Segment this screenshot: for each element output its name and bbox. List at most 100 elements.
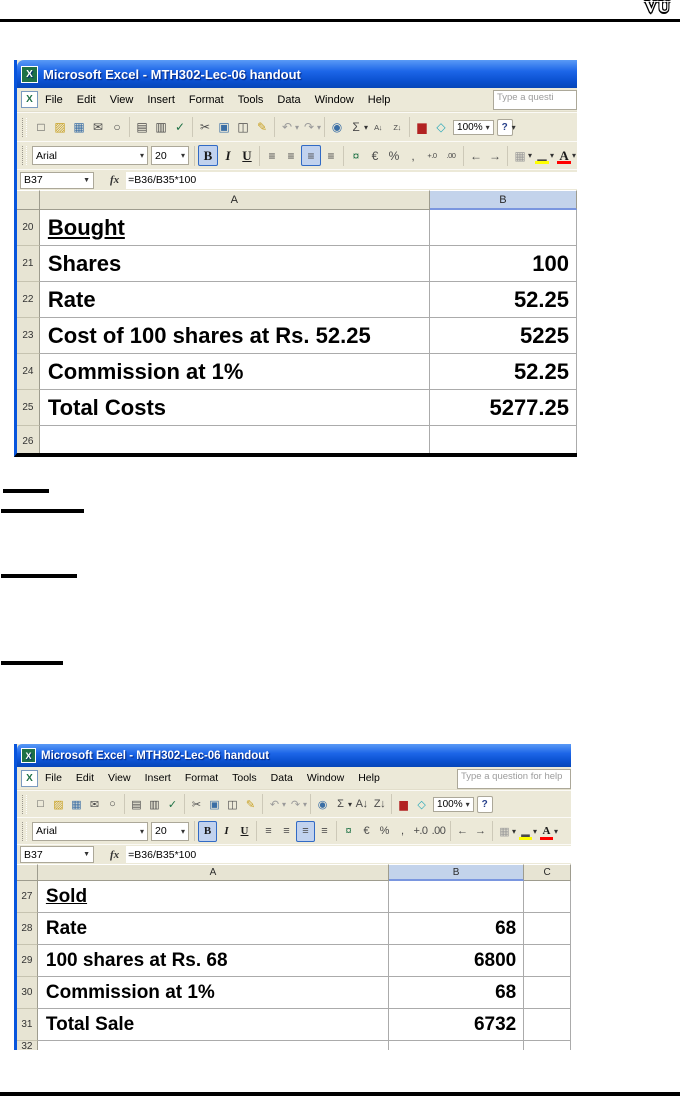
search-icon[interactable]: ○ <box>109 798 116 810</box>
merge-center-icon[interactable]: ≡ <box>321 825 328 837</box>
insert-function-icon[interactable]: fx <box>110 848 120 861</box>
font-name-dropdown-icon[interactable]: ▾ <box>139 151 144 160</box>
cell-b21[interactable]: 100 <box>429 246 577 282</box>
fill-color-icon[interactable]: ▂ <box>533 146 551 165</box>
row-header[interactable]: 21 <box>17 246 40 282</box>
hyperlink-icon[interactable]: ◉ <box>317 798 328 811</box>
row-header[interactable]: 29 <box>17 945 38 977</box>
chart-wizard-icon[interactable]: ▆ <box>399 798 408 811</box>
italic-button[interactable]: I <box>224 825 229 837</box>
name-box-dropdown-icon[interactable]: ▼ <box>83 851 90 858</box>
toolbar-grip[interactable] <box>22 146 27 165</box>
save-icon[interactable]: ▦ <box>71 798 82 811</box>
decrease-indent-icon[interactable]: ← <box>470 148 482 163</box>
menu-insert[interactable]: Insert <box>147 93 175 106</box>
zoom-control[interactable]: 100% ▾ <box>453 119 494 135</box>
sort-ascending-icon[interactable]: A↓ <box>355 798 368 810</box>
menu-help[interactable]: Help <box>367 93 391 106</box>
cell-b31[interactable]: 6732 <box>388 1009 525 1041</box>
percent-style-icon[interactable]: % <box>388 148 400 163</box>
euro-style-icon[interactable]: € <box>363 825 370 837</box>
undo-icon[interactable]: ↶ <box>281 120 293 134</box>
cell-a30[interactable]: Commission at 1% <box>37 977 389 1009</box>
cut-icon[interactable]: ✂ <box>191 798 202 811</box>
font-color-dropdown-icon[interactable]: ▾ <box>554 826 559 836</box>
spelling-icon[interactable]: ✓ <box>174 120 186 134</box>
euro-style-icon[interactable]: € <box>371 148 379 163</box>
font-name-select[interactable]: Arial ▾ <box>32 821 148 841</box>
cell-a22[interactable]: Rate <box>39 282 430 318</box>
menu-insert[interactable]: Insert <box>144 772 171 784</box>
cell-a23[interactable]: Cost of 100 shares at Rs. 52.25 <box>39 318 430 354</box>
print-preview-icon[interactable]: ▥ <box>155 120 167 134</box>
menu-window[interactable]: Window <box>306 772 345 784</box>
mail-icon[interactable]: ✉ <box>89 798 100 811</box>
column-header-c[interactable]: C <box>524 864 571 881</box>
percent-style-icon[interactable]: % <box>379 825 390 837</box>
row-header[interactable]: 32 <box>17 1041 38 1050</box>
font-color-dropdown-icon[interactable]: ▾ <box>572 151 577 160</box>
row-header[interactable]: 31 <box>17 1009 38 1041</box>
menu-help[interactable]: Help <box>358 772 380 784</box>
cell-b25[interactable]: 5277.25 <box>429 390 577 426</box>
align-left-icon[interactable]: ≡ <box>268 148 276 163</box>
help-icon[interactable]: ? <box>476 795 493 813</box>
cell-a20[interactable]: Bought <box>39 210 430 246</box>
row-header[interactable]: 27 <box>17 881 38 913</box>
row-header[interactable]: 25 <box>17 390 40 426</box>
cell-a28[interactable]: Rate <box>37 913 389 945</box>
formula-input[interactable]: =B36/B35*100 <box>126 846 571 863</box>
toolbar-options-icon[interactable]: ▾ <box>511 122 516 132</box>
ask-question-input[interactable]: Type a question for help <box>457 769 571 789</box>
menu-format[interactable]: Format <box>188 93 224 106</box>
menu-data[interactable]: Data <box>270 772 293 784</box>
name-box[interactable]: B37 ▼ <box>20 846 94 863</box>
format-painter-icon[interactable]: ✎ <box>256 120 268 134</box>
cell-a32[interactable] <box>38 1041 389 1050</box>
font-size-select[interactable]: 20 ▾ <box>151 146 189 165</box>
currency-style-icon[interactable]: ¤ <box>352 148 360 163</box>
new-icon[interactable]: □ <box>37 798 44 810</box>
search-icon[interactable]: ○ <box>113 120 121 134</box>
menu-file[interactable]: File <box>45 772 62 784</box>
sort-ascending-icon[interactable]: A↓ <box>374 122 382 132</box>
cell-b30[interactable]: 68 <box>388 977 525 1009</box>
borders-icon[interactable]: ▦ <box>499 825 510 838</box>
toolbar-grip[interactable] <box>22 117 27 137</box>
align-right-icon[interactable]: ≡ <box>296 820 315 842</box>
italic-button[interactable]: I <box>225 147 231 163</box>
cell-c28[interactable] <box>524 913 571 945</box>
borders-dropdown-icon[interactable]: ▾ <box>512 826 517 836</box>
redo-dropdown-icon[interactable]: ▾ <box>317 122 322 132</box>
menu-file[interactable]: File <box>45 93 63 106</box>
row-header[interactable]: 24 <box>17 354 40 390</box>
menu-edit[interactable]: Edit <box>76 93 96 106</box>
borders-dropdown-icon[interactable]: ▾ <box>528 151 533 160</box>
undo-dropdown-icon[interactable]: ▾ <box>282 799 287 809</box>
spelling-icon[interactable]: ✓ <box>167 798 178 811</box>
ask-question-input[interactable]: Type a questi <box>493 90 577 110</box>
row-header[interactable]: 30 <box>17 977 38 1009</box>
toolbar-grip[interactable] <box>22 794 27 814</box>
menu-data[interactable]: Data <box>277 93 301 106</box>
row-header[interactable]: 22 <box>17 282 40 318</box>
increase-indent-icon[interactable]: → <box>489 148 501 163</box>
borders-icon[interactable]: ▦ <box>514 148 526 163</box>
decrease-decimal-icon[interactable]: .00 <box>446 151 456 160</box>
align-center-icon[interactable]: ≡ <box>287 148 295 163</box>
align-center-icon[interactable]: ≡ <box>283 825 290 837</box>
cell-b26[interactable] <box>430 426 577 453</box>
row-header[interactable]: 20 <box>17 210 40 246</box>
menu-edit[interactable]: Edit <box>75 772 95 784</box>
mail-icon[interactable]: ✉ <box>92 120 104 134</box>
cell-c30[interactable] <box>524 977 571 1009</box>
autosum-icon[interactable]: Σ <box>337 798 344 810</box>
cell-b24[interactable]: 52.25 <box>429 354 577 390</box>
cell-a27[interactable]: Sold <box>37 881 389 913</box>
menu-format[interactable]: Format <box>184 772 219 784</box>
cell-a26[interactable] <box>40 426 430 453</box>
select-all-corner[interactable] <box>17 864 38 881</box>
fill-color-dropdown-icon[interactable]: ▾ <box>533 826 538 836</box>
currency-style-icon[interactable]: ¤ <box>345 825 352 837</box>
cell-b23[interactable]: 5225 <box>429 318 577 354</box>
